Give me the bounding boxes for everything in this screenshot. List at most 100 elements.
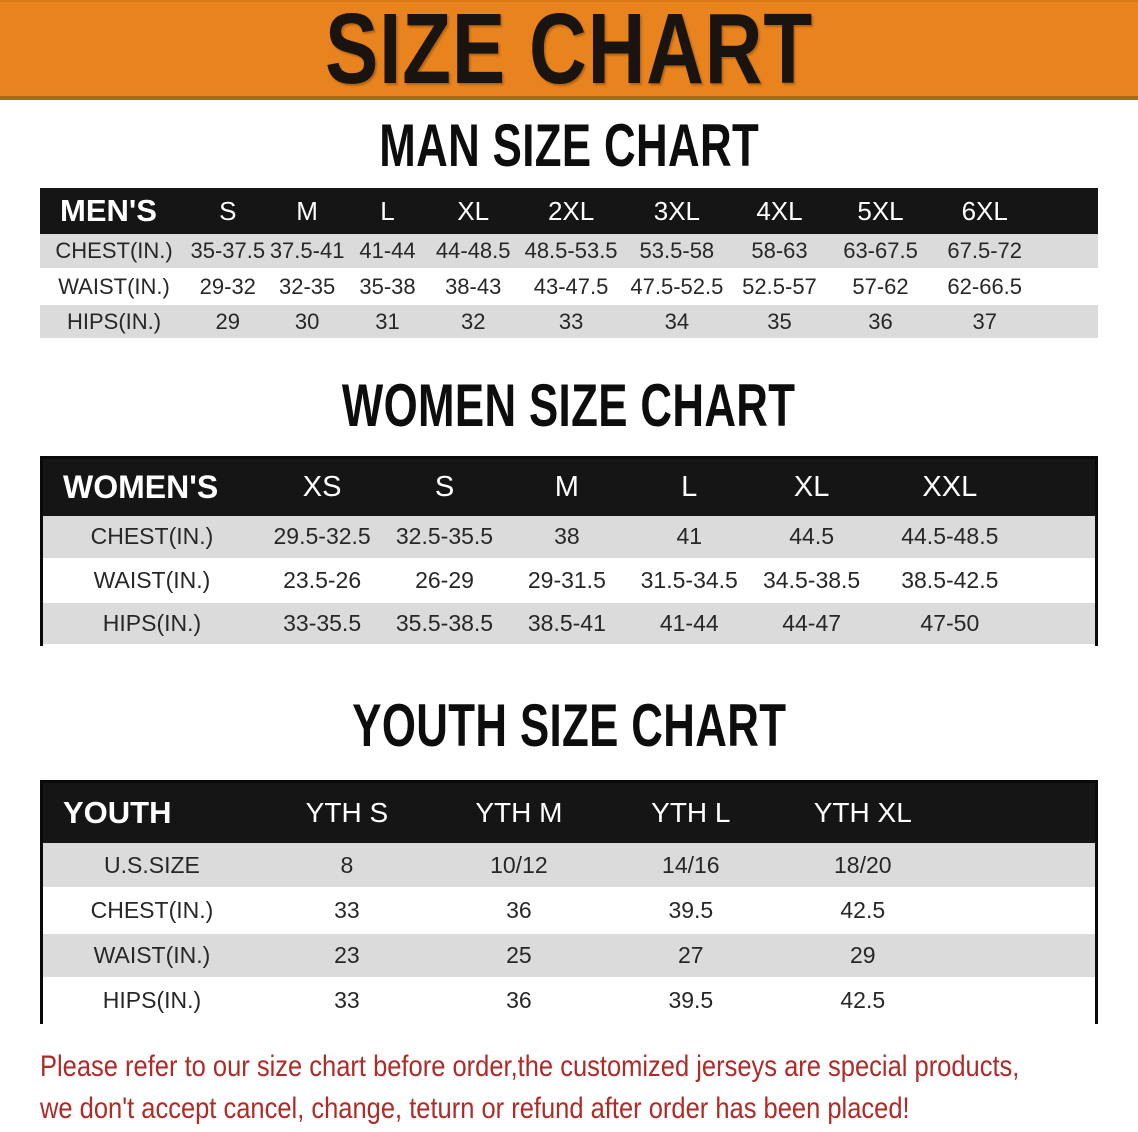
size-cell: 32 xyxy=(460,308,486,334)
cell-spacer xyxy=(949,978,1097,1023)
youth-section-heading: YOUTH SIZE CHART xyxy=(351,697,787,754)
size-cell: 35 xyxy=(767,308,792,334)
size-col-header: YTH S xyxy=(260,781,433,843)
size-cell: 32-35 xyxy=(278,273,336,299)
banner-title: SIZE CHART xyxy=(325,0,813,100)
row-label: U.S.SIZE xyxy=(104,851,200,878)
size-cell: 36 xyxy=(868,308,893,334)
size-cell: 34.5-38.5 xyxy=(763,566,861,593)
size-cell: 38 xyxy=(554,523,580,549)
size-cell: 18/20 xyxy=(833,851,892,878)
row-label: HIPS(IN.) xyxy=(66,308,162,334)
size-col-header: YTH L xyxy=(604,781,777,843)
size-cell: 67.5-72 xyxy=(947,238,1023,263)
row-label: CHEST(IN.) xyxy=(55,238,173,263)
size-cell: 44-48.5 xyxy=(435,238,511,263)
size-cell: 36 xyxy=(506,987,532,1013)
size-cell: 27 xyxy=(678,942,704,968)
size-cell: 33-35.5 xyxy=(283,609,362,636)
size-cell: 53.5-58 xyxy=(639,238,715,263)
size-cell: 41-44 xyxy=(659,609,719,636)
table-row: HIPS(IN.) 29 30 31 32 33 34 35 36 37 xyxy=(40,304,1098,339)
cell-spacer xyxy=(949,888,1097,933)
size-col-header: 5XL xyxy=(829,188,932,234)
youth-header-row: YOUTH YTH S YTH M YTH L YTH XL xyxy=(41,781,1097,843)
size-col-header: S xyxy=(383,457,506,516)
cell-spacer xyxy=(1027,516,1097,559)
size-cell: 42.5 xyxy=(840,897,886,923)
size-col-header: M xyxy=(267,188,347,234)
youth-section-heading-wrap: YOUTH SIZE CHART xyxy=(0,698,1138,754)
size-col-header: 2XL xyxy=(518,188,624,234)
size-col-header: XL xyxy=(750,457,873,516)
header-spacer xyxy=(1026,457,1097,516)
size-cell: 42.5 xyxy=(840,987,886,1013)
youth-table-label: YOUTH xyxy=(41,781,261,843)
size-cell: 38.5-41 xyxy=(527,609,606,636)
cell-spacer xyxy=(1038,304,1098,339)
header-spacer xyxy=(948,781,1097,843)
men-size-table: MEN'S S M L XL 2XL 3XL 4XL 5XL 6XL CHEST… xyxy=(40,188,1098,340)
size-col-header: S xyxy=(188,188,268,234)
size-cell: 38.5-42.5 xyxy=(901,566,999,593)
row-label: WAIST(IN.) xyxy=(93,942,211,968)
size-cell: 30 xyxy=(294,308,320,334)
row-label: HIPS(IN.) xyxy=(102,609,202,636)
size-col-header: YTH XL xyxy=(776,781,949,843)
size-cell: 37 xyxy=(972,308,997,334)
size-cell: 58-63 xyxy=(751,238,808,263)
women-header-row: WOMEN'S XS S M L XL XXL xyxy=(41,457,1097,516)
note-line-2: we don't accept cancel, change, teturn o… xyxy=(40,1092,910,1125)
header-spacer xyxy=(1037,188,1098,234)
size-cell: 29 xyxy=(849,942,876,968)
cell-spacer xyxy=(1027,602,1097,645)
size-cell: 34 xyxy=(664,308,690,334)
man-section-heading: MAN SIZE CHART xyxy=(379,118,759,174)
size-col-header: 3XL xyxy=(623,188,730,234)
size-cell: 44.5 xyxy=(789,523,834,549)
size-chart-banner: SIZE CHART xyxy=(0,0,1138,100)
size-col-header: 4XL xyxy=(729,188,830,234)
size-col-header: M xyxy=(505,457,629,516)
table-row: HIPS(IN.) 33-35.5 35.5-38.5 38.5-41 41-4… xyxy=(41,601,1097,645)
size-col-header: L xyxy=(628,457,751,516)
row-label: CHEST(IN.) xyxy=(90,897,214,923)
men-table-label: MEN'S xyxy=(40,188,189,234)
size-cell: 35-38 xyxy=(359,273,416,299)
table-row: CHEST(IN.) 33 36 39.5 42.5 xyxy=(41,888,1097,933)
table-row: WAIST(IN.) 29-32 32-35 35-38 38-43 43-47… xyxy=(40,269,1098,304)
size-cell: 33 xyxy=(334,897,360,923)
order-disclaimer-note: Please refer to our size chart before or… xyxy=(40,1046,1138,1130)
size-cell: 62-66.5 xyxy=(947,273,1023,299)
size-col-header: XS xyxy=(260,457,384,516)
size-cell: 41 xyxy=(676,523,703,549)
women-section-heading-wrap: WOMEN SIZE CHART xyxy=(0,378,1138,434)
size-cell: 41-44 xyxy=(359,238,416,263)
row-label: HIPS(IN.) xyxy=(102,987,202,1013)
size-cell: 29-31.5 xyxy=(527,566,606,593)
man-section-heading-wrap: MAN SIZE CHART xyxy=(0,118,1138,174)
size-cell: 36 xyxy=(506,897,532,923)
size-cell: 29.5-32.5 xyxy=(273,523,371,549)
size-cell: 23.5-26 xyxy=(283,566,362,593)
size-cell: 38-43 xyxy=(445,273,502,299)
table-row: CHEST(IN.) 29.5-32.5 32.5-35.5 38 41 44.… xyxy=(41,515,1097,559)
women-size-table: WOMEN'S XS S M L XL XXL CHEST(IN.) 29.5-… xyxy=(40,456,1098,646)
row-label: CHEST(IN.) xyxy=(90,523,214,549)
size-cell: 32.5-35.5 xyxy=(395,523,494,549)
size-cell: 33 xyxy=(334,987,360,1013)
row-label: WAIST(IN.) xyxy=(93,566,211,593)
size-col-header: 6XL xyxy=(931,188,1038,234)
size-cell: 44.5-48.5 xyxy=(901,523,999,549)
youth-size-table: YOUTH YTH S YTH M YTH L YTH XL U.S.SIZE … xyxy=(40,779,1098,1024)
table-row: HIPS(IN.) 33 36 39.5 42.5 xyxy=(41,978,1097,1023)
table-row: WAIST(IN.) 23 25 27 29 xyxy=(41,933,1097,978)
size-cell: 31 xyxy=(375,308,400,334)
cell-spacer xyxy=(949,933,1097,978)
size-cell: 39.5 xyxy=(668,987,714,1013)
size-cell: 63-67.5 xyxy=(843,238,918,263)
size-col-header: XXL xyxy=(872,457,1027,516)
size-col-header: L xyxy=(346,188,429,234)
size-cell: 52.5-57 xyxy=(742,273,817,299)
cell-spacer xyxy=(949,843,1097,888)
